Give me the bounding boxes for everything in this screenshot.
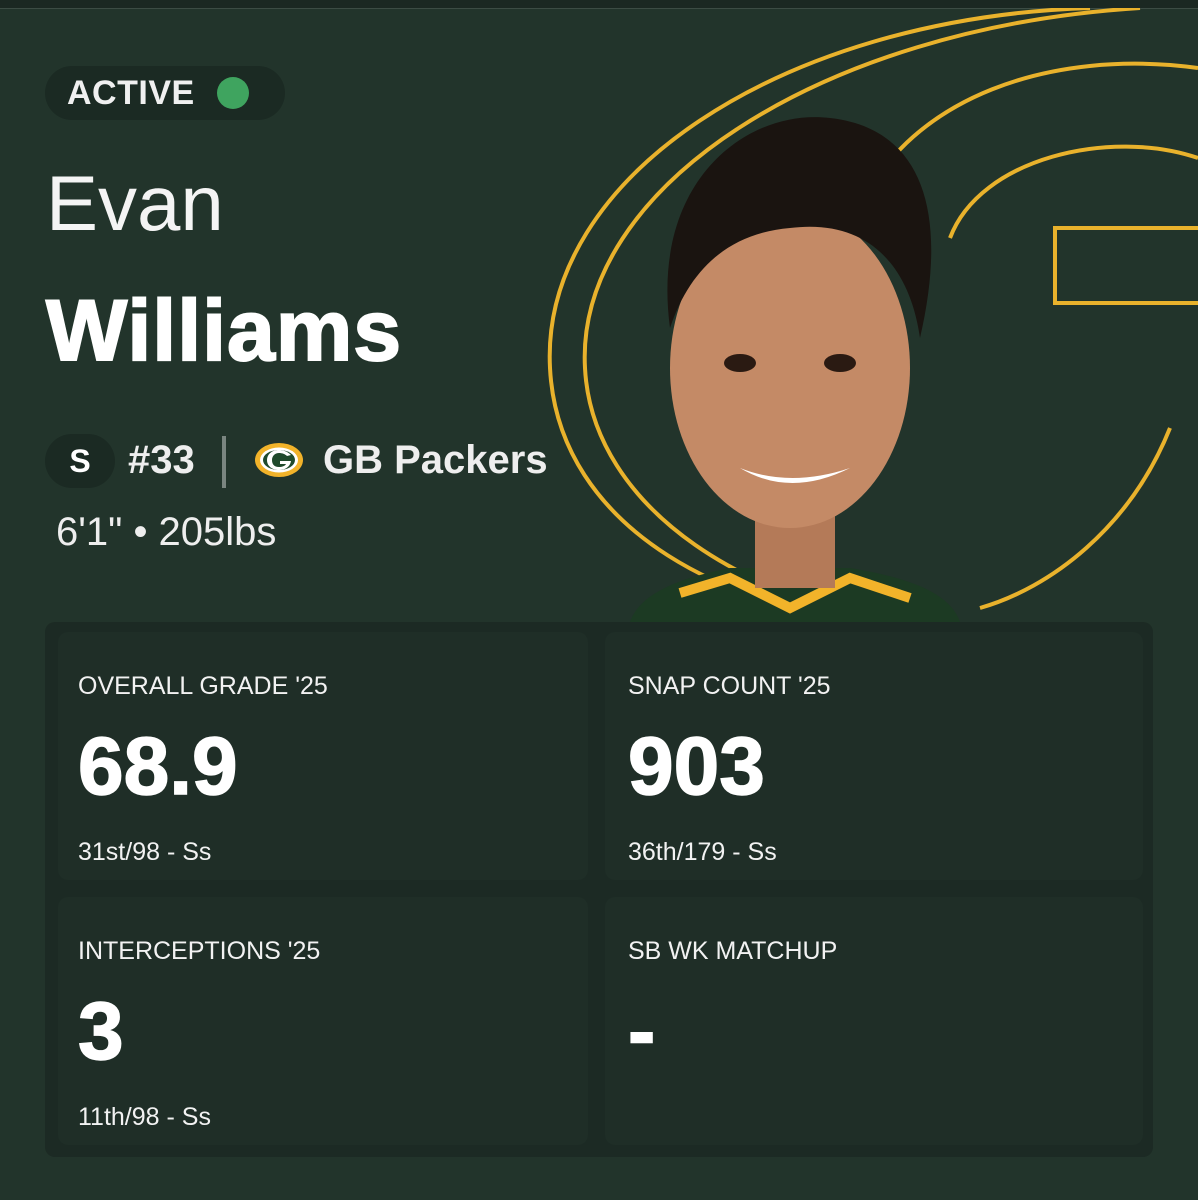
stat-value: - <box>627 985 656 1078</box>
stat-value: 903 <box>627 720 765 813</box>
stat-label: SNAP COUNT '25 <box>628 672 831 700</box>
stat-rank: 31st/98 - Ss <box>78 838 212 866</box>
divider <box>222 436 226 488</box>
team-logo-background <box>547 8 1198 622</box>
stat-value: 3 <box>77 985 124 1078</box>
stat-card: SNAP COUNT '25 903 36th/179 - Ss <box>605 632 1143 880</box>
status-badge: ACTIVE <box>45 66 285 120</box>
stats-panel: OVERALL GRADE '25 68.9 31st/98 - Ss SNAP… <box>45 622 1153 1157</box>
stat-card: INTERCEPTIONS '25 3 11th/98 - Ss <box>58 897 588 1145</box>
top-bar <box>0 0 1198 9</box>
jersey-number: #33 <box>128 438 195 482</box>
stat-value: 68.9 <box>77 720 238 813</box>
team-name[interactable]: GB Packers <box>323 438 548 482</box>
status-dot <box>216 77 249 109</box>
team-logo <box>255 443 303 477</box>
stat-rank: 36th/179 - Ss <box>628 838 777 866</box>
player-photo <box>630 117 960 622</box>
position-badge: S <box>45 434 115 488</box>
stat-card: OVERALL GRADE '25 68.9 31st/98 - Ss <box>58 632 588 880</box>
last-name: Williams <box>45 282 403 380</box>
stat-label: SB WK MATCHUP <box>628 937 838 965</box>
first-name: Evan <box>46 159 224 247</box>
stat-card: SB WK MATCHUP - <box>605 897 1143 1145</box>
measurements: 6'1" • 205lbs <box>56 510 277 554</box>
status-text: ACTIVE <box>67 73 195 112</box>
stat-rank: 11th/98 - Ss <box>78 1103 211 1131</box>
stat-label: INTERCEPTIONS '25 <box>78 937 321 965</box>
stat-label: OVERALL GRADE '25 <box>78 672 328 700</box>
